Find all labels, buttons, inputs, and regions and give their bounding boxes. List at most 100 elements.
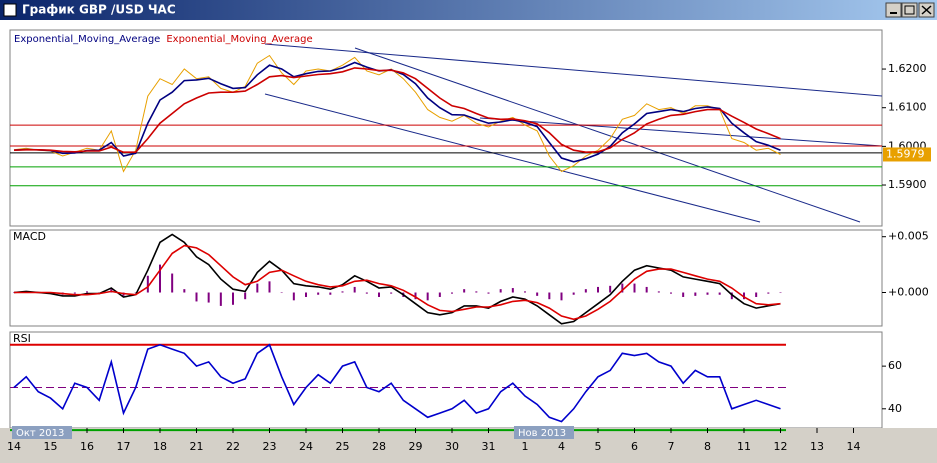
y-tick-label: 60 [888, 359, 902, 372]
histogram-bar [268, 281, 271, 293]
last-price-box [883, 147, 931, 162]
histogram-bar [755, 292, 758, 297]
y-tick-label: 1.6200 [888, 62, 927, 75]
histogram-bar [438, 292, 441, 297]
histogram-bar [317, 292, 320, 295]
histogram-bar [560, 292, 563, 301]
period-box [12, 426, 72, 439]
pane-title: MACD [13, 230, 46, 243]
histogram-bar [548, 292, 551, 300]
x-tick-label: 16 [80, 440, 94, 453]
x-tick-label: 15 [44, 440, 58, 453]
histogram-bar [597, 286, 599, 293]
trendline [264, 93, 761, 223]
macd-pane [9, 229, 883, 327]
x-tick-label: 17 [117, 440, 131, 453]
window-buttons[interactable] [885, 2, 935, 18]
x-tick-label: 7 [668, 440, 675, 453]
histogram-bar [730, 292, 733, 300]
histogram-bar [146, 275, 149, 293]
histogram-bar [536, 292, 539, 296]
histogram-bar [426, 292, 429, 301]
last-price-label: 1.5979 [886, 147, 925, 160]
y-tick-label: 1.6100 [888, 101, 927, 114]
pane-title: RSI [13, 332, 31, 345]
histogram-bar [621, 283, 624, 293]
histogram-bar [280, 292, 283, 294]
histogram-bar [511, 288, 514, 293]
y-tick-label: +0.000 [888, 286, 929, 299]
histogram-bar [670, 292, 672, 294]
x-tick-label: 28 [372, 440, 386, 453]
trendline [479, 117, 882, 147]
histogram-bar [524, 291, 526, 293]
histogram-bar [86, 291, 88, 293]
histogram-bar [584, 289, 587, 293]
histogram-bar [743, 292, 745, 300]
series-line [13, 233, 781, 325]
histogram-bar [73, 292, 76, 294]
plot-layer: 1.59001.60001.61001.62001.5979Exponentia… [7, 34, 931, 453]
histogram-bar [219, 292, 222, 306]
histogram-bar [779, 292, 782, 294]
period-box [514, 426, 574, 439]
trendlines [264, 43, 882, 223]
x-tick-label: 6 [631, 440, 638, 453]
histogram-bar [232, 292, 234, 305]
histogram-bar [390, 292, 393, 294]
x-tick-label: 21 [190, 440, 204, 453]
series-line [14, 244, 781, 321]
x-tick-label: 14 [7, 440, 21, 453]
rsi-pane [9, 331, 883, 429]
x-tick-label: 12 [774, 440, 788, 453]
histogram-bar [244, 292, 247, 300]
histogram-bar [414, 292, 417, 300]
y-tick-label: 1.5900 [888, 178, 927, 191]
period-label: Нов 2013 [518, 428, 566, 439]
histogram-bar [292, 292, 295, 301]
x-tick-label: 8 [704, 440, 711, 453]
x-tick-label: 23 [263, 440, 277, 453]
histogram-bar [378, 292, 380, 297]
histogram-bar [159, 264, 161, 293]
y-tick-label: 40 [888, 402, 902, 415]
histogram-bar [718, 292, 721, 295]
x-tick-label: 5 [595, 440, 602, 453]
histogram-bar [329, 292, 332, 295]
histogram-bar [657, 291, 660, 293]
x-tick-label: 30 [445, 440, 459, 453]
x-tick-label: 31 [482, 440, 496, 453]
histogram-bar [767, 292, 770, 294]
histogram-bar [609, 285, 612, 293]
maximize-button[interactable] [901, 2, 918, 18]
series-line [13, 67, 781, 154]
x-tick-label: 25 [336, 440, 350, 453]
histogram-bar [475, 291, 478, 293]
x-tick-label: 4 [558, 440, 565, 453]
title-bar [0, 0, 937, 20]
histogram-bar [633, 283, 636, 293]
minimize-button[interactable] [885, 2, 902, 18]
x-tick-label: 22 [226, 440, 240, 453]
y-tick-label: +0.005 [888, 230, 929, 243]
trendline [354, 47, 861, 223]
period-label: Окт 2013 [16, 428, 64, 439]
x-tick-label: 13 [810, 440, 824, 453]
x-tick-label: 18 [153, 440, 167, 453]
histogram-bar [134, 292, 137, 294]
x-tick-label: 24 [299, 440, 313, 453]
series-line [13, 343, 781, 423]
histogram-bar [645, 286, 648, 293]
histogram-bar [572, 292, 575, 295]
histogram-bar [694, 292, 697, 296]
histogram-bar [207, 292, 210, 303]
histogram-bar [463, 289, 466, 293]
histogram-bar [256, 283, 259, 293]
window-title: График GBP /USD ЧАС [22, 3, 176, 17]
histogram-bar [305, 292, 307, 297]
x-tick-label: 11 [737, 440, 751, 453]
histogram-bar [171, 273, 174, 293]
histogram-bar [706, 292, 709, 295]
